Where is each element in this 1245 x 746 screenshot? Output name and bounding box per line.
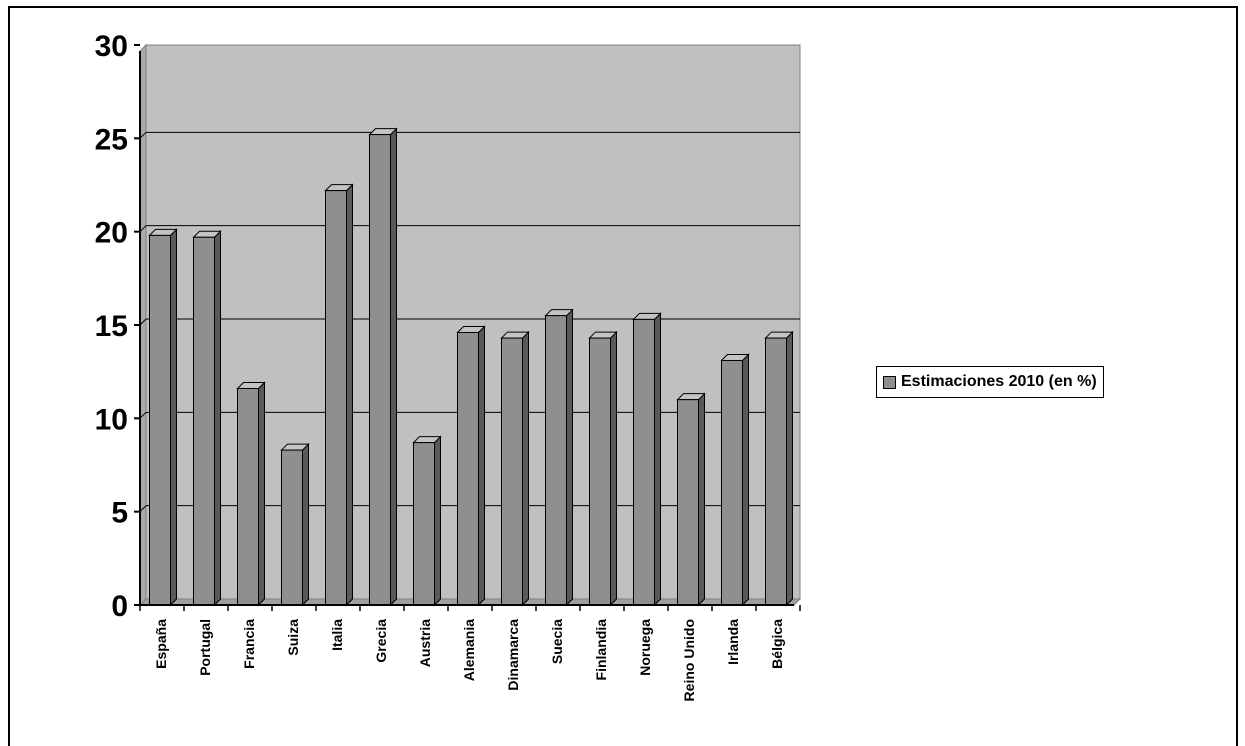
bar-side xyxy=(786,330,793,607)
bar-side xyxy=(698,392,705,607)
bar-front xyxy=(237,387,259,606)
axes xyxy=(134,44,801,611)
bar xyxy=(632,312,662,607)
bar xyxy=(588,330,618,607)
legend-label: Estimaciones 2010 (en %) xyxy=(901,373,1097,390)
bar xyxy=(720,353,750,607)
x-tick-labels: España Portugal Francia Suiza Italia Grecia Au… xyxy=(153,619,785,702)
bar-front xyxy=(457,331,479,606)
y-tick-label: 25 xyxy=(95,123,128,156)
bar xyxy=(456,325,486,607)
bar-side xyxy=(610,330,617,607)
bar-side xyxy=(390,127,397,607)
y-tick-label: 15 xyxy=(95,310,128,343)
bar-front xyxy=(633,318,655,606)
bar xyxy=(764,330,794,607)
bar-front xyxy=(677,399,699,606)
x-tick-label: Noruega xyxy=(637,619,653,676)
bar xyxy=(324,183,354,607)
x-tick-label: Suecia xyxy=(549,619,565,664)
x-tick-label: Dinamarca xyxy=(505,619,521,691)
bar-side xyxy=(434,435,441,607)
bar-front xyxy=(193,236,215,606)
y-tick-label: 10 xyxy=(95,403,128,436)
bar-side xyxy=(742,353,749,607)
bar xyxy=(192,230,222,607)
bar-side xyxy=(214,230,221,607)
bar xyxy=(280,442,310,607)
bar-side xyxy=(654,312,661,607)
bar xyxy=(544,308,574,607)
bar-front xyxy=(149,234,171,606)
bar xyxy=(676,392,706,607)
bar-front xyxy=(589,337,611,606)
bar-side xyxy=(258,381,265,607)
bar-front xyxy=(501,337,523,606)
y-tick-label: 5 xyxy=(111,497,128,530)
bar xyxy=(236,381,266,607)
y-tick-label: 20 xyxy=(95,217,128,250)
legend-swatch xyxy=(883,375,896,389)
legend: Estimaciones 2010 (en %) xyxy=(876,366,1104,398)
bar xyxy=(412,435,442,607)
bar-side xyxy=(566,308,573,607)
bar-front xyxy=(413,442,435,606)
bar-front xyxy=(721,359,743,606)
bar-front xyxy=(369,134,391,606)
x-tick-label: Alemania xyxy=(461,619,477,681)
x-tick-label: Finlandia xyxy=(593,619,609,681)
x-tick-label: Irlanda xyxy=(725,619,741,665)
x-tick-label: Reino Unido xyxy=(681,619,697,701)
y-tick-label: 30 xyxy=(95,30,128,63)
bar-side xyxy=(302,442,309,607)
bar xyxy=(500,330,530,607)
y-tick-label: 0 xyxy=(111,590,128,623)
bar-side xyxy=(346,183,353,607)
bar-side xyxy=(478,325,485,607)
x-tick-label: Francia xyxy=(241,619,257,669)
x-tick-label: Portugal xyxy=(197,619,213,676)
x-tick-label: Bélgica xyxy=(769,619,785,669)
x-tick-label: Suiza xyxy=(285,619,301,656)
bar-front xyxy=(765,337,787,606)
x-tick-label: Grecia xyxy=(373,619,389,663)
x-tick-label: Austria xyxy=(417,619,433,667)
y-tick-labels: 0 5 10 15 20 25 30 xyxy=(95,30,128,623)
bar-front xyxy=(545,315,567,606)
bar xyxy=(148,228,178,607)
bar-front xyxy=(325,190,347,606)
x-tick-label: España xyxy=(153,619,169,669)
bar-front xyxy=(281,449,303,606)
bar xyxy=(368,127,398,607)
x-tick-label: Italia xyxy=(329,619,345,651)
bar-side xyxy=(522,330,529,607)
bar-side xyxy=(170,228,177,607)
